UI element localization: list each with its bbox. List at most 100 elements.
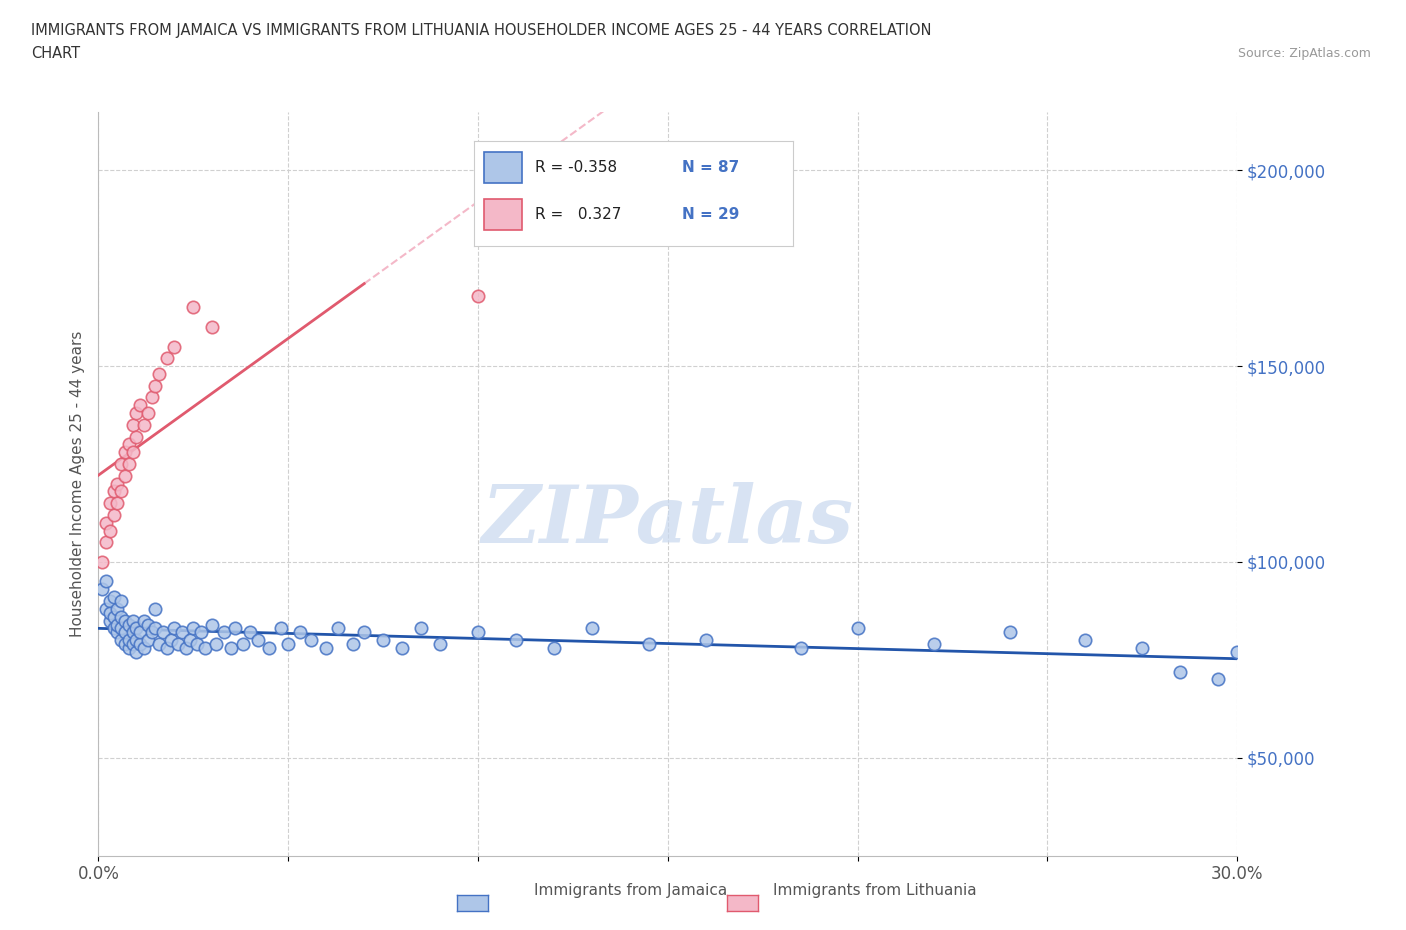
Point (103, 590, 125, 604)
Point (145, 621, 167, 636)
Point (136, 632, 159, 647)
Point (239, 625, 262, 640)
Point (695, 632, 717, 647)
Point (107, 618, 129, 632)
Point (107, 476, 129, 491)
Point (110, 632, 132, 647)
Point (94, 602, 117, 617)
Point (129, 637, 152, 652)
Point (183, 621, 205, 636)
Point (98, 496, 121, 511)
Point (110, 593, 132, 608)
Point (103, 484, 125, 498)
Point (467, 288, 489, 303)
Point (174, 641, 197, 656)
Point (129, 625, 152, 640)
Point (159, 632, 181, 647)
Point (118, 437, 141, 452)
Point (141, 625, 163, 640)
Point (326, 621, 349, 636)
Point (129, 398, 152, 413)
Point (110, 457, 132, 472)
Point (353, 625, 375, 640)
Point (118, 618, 141, 632)
Point (118, 641, 141, 656)
Point (125, 644, 148, 659)
Point (1208, 672, 1230, 687)
Point (121, 613, 143, 628)
Point (107, 496, 129, 511)
Point (156, 351, 179, 365)
Point (98, 613, 121, 628)
Point (315, 641, 337, 656)
Point (342, 637, 364, 652)
Point (98, 593, 121, 608)
Point (224, 621, 246, 636)
Point (183, 300, 205, 315)
Point (212, 625, 235, 640)
Point (467, 625, 489, 640)
Point (132, 641, 155, 656)
Point (179, 632, 201, 647)
Point (1074, 632, 1097, 647)
Point (288, 625, 311, 640)
Point (110, 621, 132, 636)
Point (543, 641, 565, 656)
Point (125, 429, 148, 444)
Point (277, 637, 299, 652)
Text: Immigrants from Jamaica: Immigrants from Jamaica (534, 883, 727, 897)
Point (114, 469, 136, 484)
Point (121, 445, 143, 459)
Point (118, 457, 141, 472)
Point (1226, 644, 1249, 659)
Point (922, 637, 945, 652)
Point (163, 621, 186, 636)
Point (190, 625, 212, 640)
Point (94, 535, 117, 550)
Point (136, 405, 159, 420)
Point (91, 582, 114, 597)
Point (145, 602, 167, 617)
Point (98, 605, 121, 620)
Text: IMMIGRANTS FROM JAMAICA VS IMMIGRANTS FROM LITHUANIA HOUSEHOLDER INCOME AGES 25 : IMMIGRANTS FROM JAMAICA VS IMMIGRANTS FR… (31, 23, 931, 38)
Point (170, 625, 193, 640)
Point (121, 637, 143, 652)
Point (125, 632, 148, 647)
Point (846, 621, 869, 636)
Point (98, 524, 121, 538)
Point (136, 618, 159, 632)
Point (391, 641, 413, 656)
Point (94, 574, 117, 589)
Point (371, 632, 394, 647)
Point (152, 625, 174, 640)
Point (91, 554, 114, 569)
Point (107, 625, 129, 640)
Point (121, 418, 143, 432)
Point (194, 641, 217, 656)
Point (125, 621, 148, 636)
Point (186, 637, 208, 652)
Point (167, 637, 190, 652)
Point (429, 637, 451, 652)
Text: ZIPatlas: ZIPatlas (482, 482, 853, 560)
Point (141, 390, 163, 405)
Point (114, 637, 136, 652)
Point (110, 609, 132, 624)
Point (148, 637, 170, 652)
Point (114, 625, 136, 640)
Point (118, 632, 141, 647)
Point (299, 632, 322, 647)
Point (132, 613, 155, 628)
Point (114, 613, 136, 628)
Point (103, 508, 125, 523)
Point (145, 379, 167, 393)
Point (103, 609, 125, 624)
Point (232, 637, 254, 652)
Text: Source: ZipAtlas.com: Source: ZipAtlas.com (1237, 46, 1371, 60)
Point (1170, 664, 1192, 679)
Point (125, 405, 148, 420)
Point (121, 625, 143, 640)
Point (94, 515, 117, 530)
Point (201, 618, 224, 632)
Point (411, 621, 433, 636)
